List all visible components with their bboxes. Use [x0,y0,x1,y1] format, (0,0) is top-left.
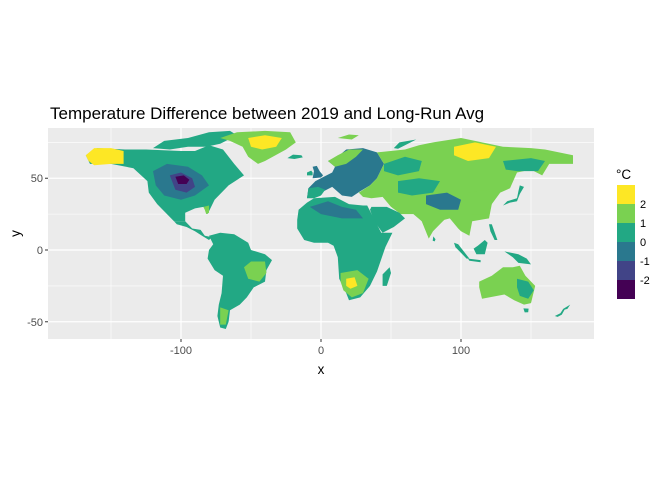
x-tick-label: -100 [170,345,192,357]
legend-label: 2 [640,199,646,211]
region-alaska [85,148,124,166]
x-tick-label: 100 [452,345,470,357]
region-sumatra [454,242,470,259]
region-new-zealand [554,304,571,317]
region-europe [307,148,384,199]
region-patagonia [220,307,229,325]
region-sri-lanka [432,236,436,242]
region-china-east [463,189,492,215]
legend-items: 2 1 0 -1 -2 [617,185,650,299]
y-tick-label: 50 [31,173,43,185]
region-svalbard [337,134,359,140]
legend-label: -2 [640,275,650,287]
legend-key [617,280,635,299]
legend-key [617,204,635,223]
y-tick-label: -50 [27,317,43,329]
legend: °C 2 1 0 -1 -2 [616,167,650,299]
x-axis-ticks: -100 0 100 [170,339,470,357]
region-west-siberia [384,156,422,176]
region-africa [297,196,393,301]
legend-label: 0 [640,237,646,249]
legend-key [617,185,635,204]
region-northern-plains [175,175,190,184]
region-arabia [370,206,405,233]
region-south-america [207,232,272,329]
region-iceland [287,154,303,159]
region-india [416,206,445,239]
region-borneo [473,240,488,255]
legend-label: -1 [640,256,650,268]
region-canadian-arctic [153,130,237,150]
legend-key [617,223,635,242]
chart-title: Temperature Difference between 2019 and … [50,104,484,123]
x-tick-label: 0 [318,345,324,357]
region-sahara-north [309,201,363,219]
x-axis-label: x [318,362,325,377]
region-philippines [489,224,498,240]
region-tibet [426,192,461,210]
region-novaya-zemlya [393,139,417,149]
region-great-britain [312,165,324,179]
legend-title: °C [616,167,631,182]
region-australia-east [517,278,534,299]
y-axis-ticks: -50 0 50 [27,173,48,329]
region-far-east-russia [503,158,545,172]
region-greenland-interior [248,135,282,150]
region-ireland [307,170,313,176]
map-regions [85,130,573,329]
region-siberia-hotspot [454,142,496,161]
region-brazil-east [244,261,267,282]
region-tasmania [523,308,529,313]
legend-key [617,242,635,261]
region-japan [503,185,524,206]
region-java [468,258,481,263]
region-kalahari [346,277,358,289]
region-new-guinea [504,251,531,265]
region-iberia [307,186,326,199]
region-scandinavia [328,149,363,167]
legend-label: 1 [640,218,646,230]
region-central-america [174,221,212,240]
y-tick-label: 0 [37,245,43,257]
legend-key [617,261,635,280]
region-madagascar [382,267,391,286]
region-florida [203,205,209,215]
y-axis-label: y [8,230,23,237]
region-central-asia [398,178,440,196]
